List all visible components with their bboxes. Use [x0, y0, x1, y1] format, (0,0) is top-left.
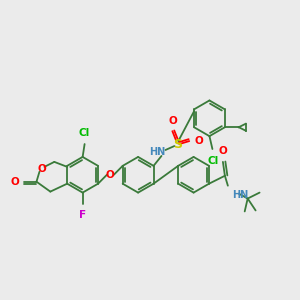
Text: Cl: Cl — [79, 128, 90, 138]
Text: O: O — [168, 116, 177, 126]
Text: O: O — [11, 177, 20, 187]
Text: S: S — [173, 138, 182, 151]
Text: HN: HN — [232, 190, 248, 200]
Text: Cl: Cl — [208, 156, 219, 166]
Text: O: O — [106, 170, 115, 180]
Text: O: O — [37, 164, 46, 174]
Text: HN: HN — [149, 147, 166, 157]
Text: F: F — [79, 210, 86, 220]
Text: O: O — [194, 136, 203, 146]
Text: O: O — [218, 146, 227, 156]
